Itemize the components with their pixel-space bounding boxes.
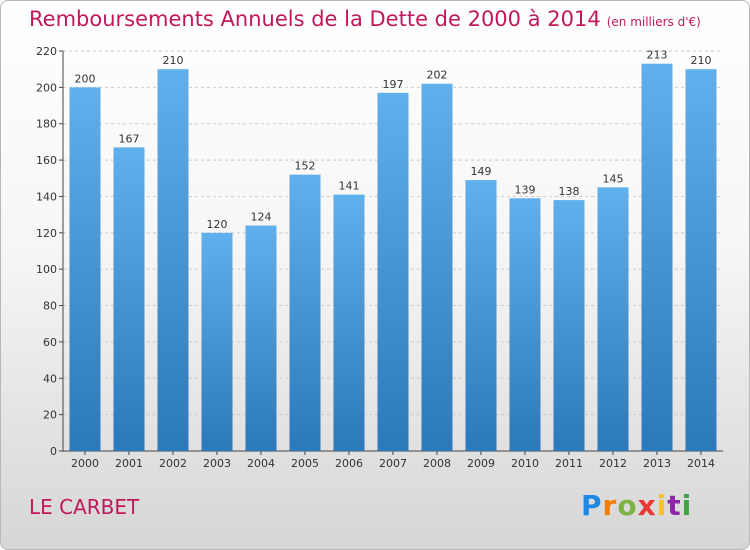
bar — [245, 225, 277, 451]
x-tick-label: 2005 — [291, 457, 319, 470]
chart-subtitle: (en milliers d'€) — [606, 15, 701, 29]
y-tick-label: 160 — [36, 154, 57, 167]
data-label: 139 — [515, 183, 536, 196]
data-label: 145 — [603, 172, 624, 185]
bar — [113, 147, 145, 451]
logo-letter: x — [637, 489, 657, 522]
x-tick-label: 2007 — [379, 457, 407, 470]
bar — [201, 232, 233, 451]
logo-letter: o — [617, 489, 638, 522]
logo-letter: r — [602, 489, 618, 522]
x-tick-label: 2002 — [159, 457, 187, 470]
data-label: 210 — [163, 54, 184, 67]
x-tick-label: 2003 — [203, 457, 231, 470]
y-tick-label: 20 — [43, 409, 57, 422]
y-tick-label: 200 — [36, 81, 57, 94]
data-label: 149 — [471, 165, 492, 178]
chart-title-text: Remboursements Annuels de la Dette de 20… — [29, 7, 601, 31]
x-tick-label: 2008 — [423, 457, 451, 470]
bar — [69, 87, 101, 451]
bar — [289, 174, 321, 452]
bar — [685, 69, 717, 451]
y-tick-label: 80 — [43, 300, 57, 313]
y-tick-label: 60 — [43, 336, 57, 349]
bar — [641, 63, 673, 452]
data-label: 124 — [251, 211, 272, 224]
x-tick-label: 2010 — [511, 457, 539, 470]
bar — [597, 187, 629, 451]
chart-title: Remboursements Annuels de la Dette de 20… — [29, 7, 701, 31]
x-tick-label: 2004 — [247, 457, 275, 470]
bar — [421, 83, 453, 452]
bar — [509, 198, 541, 451]
logo-letter: P — [581, 489, 603, 522]
data-label: 152 — [295, 160, 316, 173]
x-tick-label: 2006 — [335, 457, 363, 470]
data-label: 200 — [75, 72, 96, 85]
y-tick-label: 120 — [36, 227, 57, 240]
data-label: 120 — [207, 218, 228, 231]
data-label: 202 — [427, 69, 448, 82]
bar — [465, 180, 497, 451]
bars — [69, 63, 717, 452]
logo-letter: t — [667, 489, 682, 522]
bar — [553, 200, 585, 451]
y-tick-label: 100 — [36, 263, 57, 276]
x-tick-label: 2012 — [599, 457, 627, 470]
x-tick-label: 2009 — [467, 457, 495, 470]
x-tick-label: 2001 — [115, 457, 143, 470]
logo-letter: i — [681, 489, 693, 522]
x-tick-label: 2014 — [687, 457, 715, 470]
y-tick-label: 220 — [36, 45, 57, 58]
logo-letter: i — [656, 489, 668, 522]
data-label: 167 — [119, 132, 140, 145]
data-label: 138 — [559, 185, 580, 198]
bar — [157, 69, 189, 451]
x-tick-label: 2011 — [555, 457, 583, 470]
x-tick-label: 2000 — [71, 457, 99, 470]
city-name: LE CARBET — [29, 495, 140, 519]
y-tick-label: 0 — [50, 445, 57, 458]
proxiti-logo: Proxiti — [581, 489, 692, 522]
bar — [333, 194, 365, 452]
data-label: 141 — [339, 180, 360, 193]
data-label: 210 — [691, 54, 712, 67]
data-labels: 200 167 210 120 124 152 141 197 202 149 139 138 145 2… — [75, 49, 712, 231]
bar — [377, 92, 409, 452]
data-label: 197 — [383, 78, 404, 91]
x-tick-label: 2013 — [643, 457, 671, 470]
y-tick-label: 40 — [43, 372, 57, 385]
data-label: 213 — [647, 49, 668, 62]
y-tick-label: 140 — [36, 190, 57, 203]
y-tick-label: 180 — [36, 118, 57, 131]
